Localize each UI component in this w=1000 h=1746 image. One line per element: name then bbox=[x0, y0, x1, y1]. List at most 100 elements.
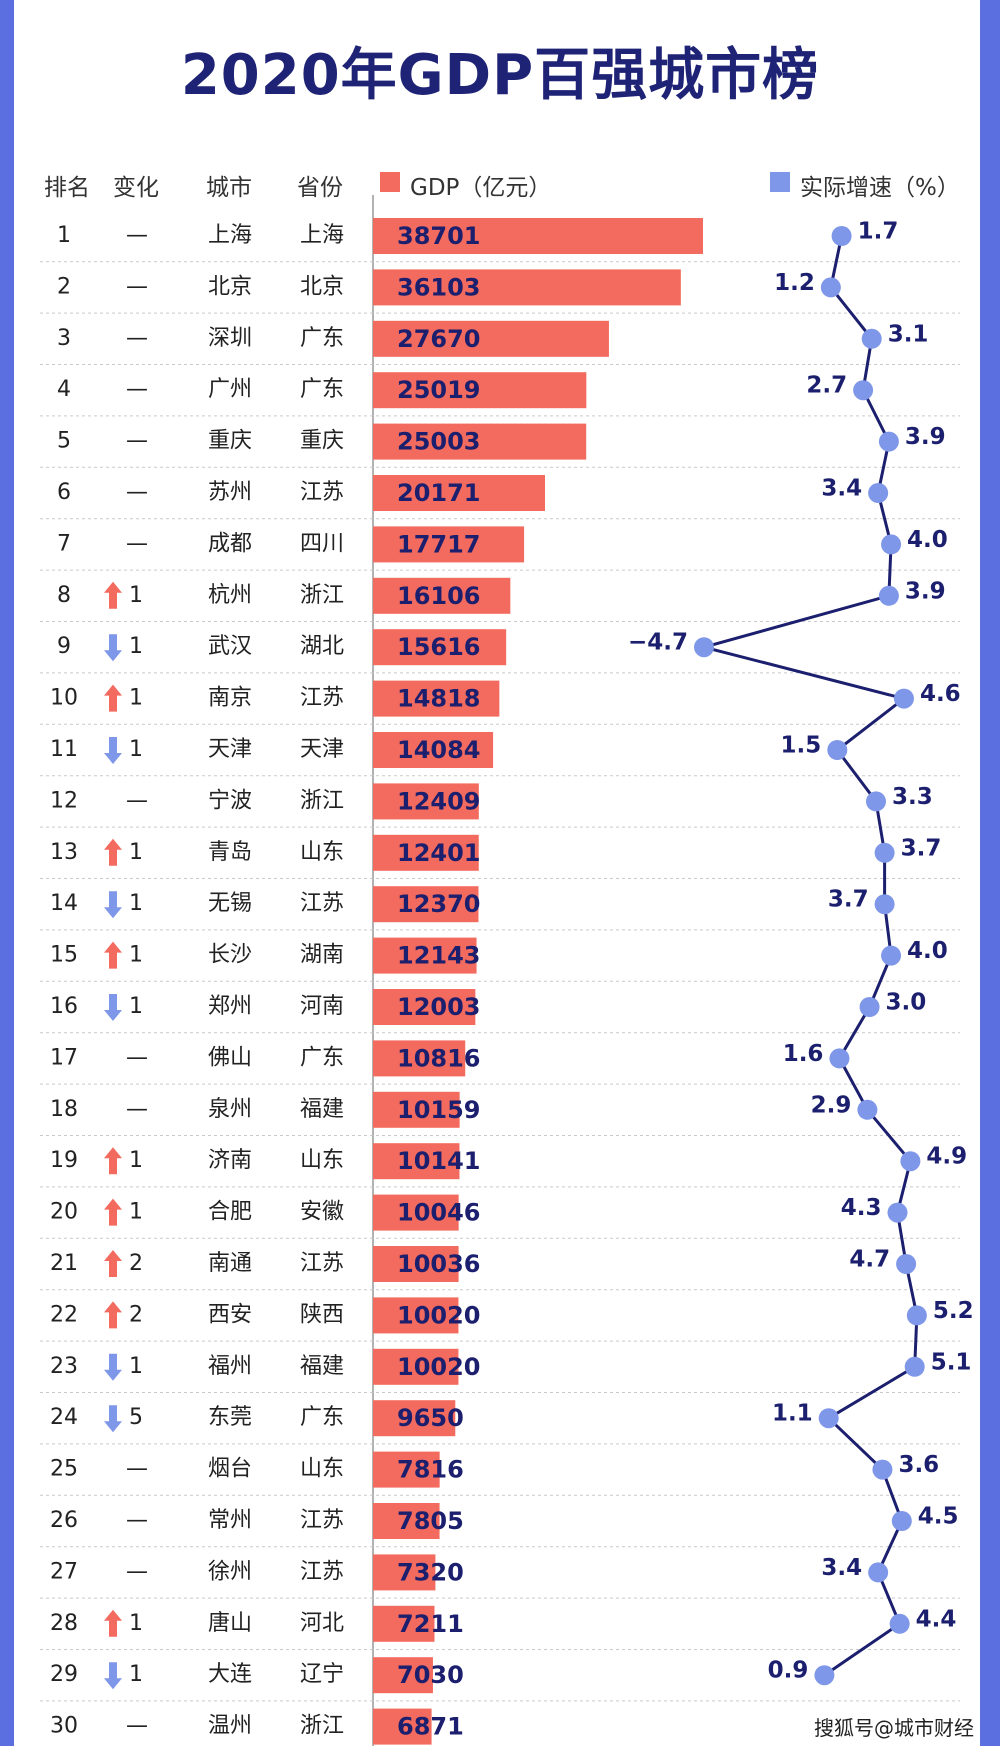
header-province: 省份 bbox=[297, 175, 343, 201]
change-dash: — bbox=[126, 429, 148, 454]
change-value: 1 bbox=[129, 1354, 143, 1379]
rank-cell: 8 bbox=[57, 583, 71, 608]
city-cell: 合肥 bbox=[208, 1200, 252, 1225]
growth-label: 4.5 bbox=[918, 1504, 959, 1530]
rank-cell: 18 bbox=[50, 1097, 78, 1122]
province-cell: 重庆 bbox=[300, 429, 344, 454]
gdp-value-label: 7211 bbox=[397, 1610, 464, 1638]
growth-point bbox=[891, 1511, 912, 1531]
change-value: 1 bbox=[129, 634, 143, 659]
growth-point bbox=[831, 226, 852, 246]
rank-cell: 26 bbox=[50, 1508, 78, 1533]
growth-label: 3.0 bbox=[886, 990, 927, 1016]
rank-cell: 16 bbox=[50, 994, 78, 1019]
growth-point bbox=[866, 791, 886, 812]
gdp-value-label: 16106 bbox=[397, 582, 481, 610]
change-value: 1 bbox=[129, 737, 143, 762]
growth-point bbox=[859, 997, 880, 1017]
gdp-value-label: 10036 bbox=[397, 1250, 481, 1278]
growth-point bbox=[818, 1408, 839, 1429]
rank-cell: 3 bbox=[57, 326, 71, 351]
arrow-down-icon bbox=[104, 994, 122, 1021]
city-cell: 南京 bbox=[208, 686, 252, 711]
rank-cell: 20 bbox=[50, 1200, 78, 1225]
city-cell: 青岛 bbox=[208, 840, 252, 865]
province-cell: 辽宁 bbox=[300, 1662, 344, 1687]
change-dash: — bbox=[126, 223, 148, 248]
city-cell: 武汉 bbox=[208, 634, 252, 659]
city-cell: 烟台 bbox=[208, 1457, 252, 1482]
growth-point bbox=[887, 1202, 908, 1223]
province-cell: 广东 bbox=[300, 326, 344, 351]
gdp-value-label: 10046 bbox=[397, 1199, 481, 1227]
arrow-up-icon bbox=[104, 1198, 122, 1226]
growth-point bbox=[900, 1151, 921, 1172]
city-cell: 西安 bbox=[208, 1302, 252, 1327]
growth-label: 4.0 bbox=[907, 938, 948, 964]
change-value: 1 bbox=[129, 1148, 143, 1173]
rank-cell: 15 bbox=[50, 943, 78, 968]
growth-point bbox=[820, 277, 841, 298]
change-value: 1 bbox=[129, 1611, 143, 1636]
city-cell: 郑州 bbox=[208, 994, 252, 1019]
city-cell: 杭州 bbox=[208, 583, 252, 608]
city-cell: 大连 bbox=[208, 1662, 252, 1687]
rank-cell: 27 bbox=[50, 1559, 78, 1584]
province-cell: 湖南 bbox=[300, 943, 344, 968]
gdp-bar bbox=[373, 1194, 459, 1231]
growth-label: 4.7 bbox=[849, 1247, 890, 1273]
growth-label: 3.9 bbox=[905, 424, 946, 450]
rank-cell: 12 bbox=[50, 788, 78, 813]
growth-label: 4.9 bbox=[926, 1144, 967, 1170]
province-cell: 江苏 bbox=[300, 480, 344, 505]
growth-point bbox=[861, 328, 882, 349]
gdp-bar bbox=[373, 680, 500, 717]
city-cell: 常州 bbox=[208, 1508, 252, 1533]
change-value: 2 bbox=[129, 1302, 143, 1327]
growth-point bbox=[878, 431, 899, 452]
gdp-bar bbox=[373, 1708, 432, 1745]
change-value: 2 bbox=[129, 1251, 143, 1276]
city-cell: 天津 bbox=[208, 737, 252, 762]
growth-point bbox=[868, 1562, 889, 1583]
city-cell: 福州 bbox=[208, 1354, 252, 1379]
gdp-value-label: 15616 bbox=[397, 633, 481, 661]
arrow-up-icon bbox=[104, 581, 122, 609]
arrow-down-icon bbox=[104, 891, 122, 919]
gdp-value-label: 7030 bbox=[397, 1661, 464, 1689]
city-cell: 深圳 bbox=[208, 326, 252, 351]
gdp-value-label: 10141 bbox=[397, 1147, 481, 1175]
growth-label: −4.7 bbox=[628, 630, 688, 656]
growth-point bbox=[829, 1048, 850, 1069]
province-cell: 河北 bbox=[300, 1611, 344, 1636]
growth-point bbox=[857, 1099, 878, 1120]
gdp-bar bbox=[373, 577, 511, 614]
city-cell: 无锡 bbox=[208, 891, 252, 916]
city-cell: 北京 bbox=[208, 274, 252, 299]
rank-cell: 21 bbox=[50, 1251, 78, 1276]
gdp-bar bbox=[373, 218, 703, 254]
change-value: 1 bbox=[129, 1662, 143, 1687]
gdp-bar bbox=[373, 1297, 459, 1334]
city-cell: 东莞 bbox=[208, 1405, 252, 1430]
gdp-bar bbox=[373, 372, 587, 409]
gdp-value-label: 14818 bbox=[397, 685, 481, 713]
growth-label: 1.2 bbox=[774, 270, 815, 296]
city-cell: 徐州 bbox=[208, 1559, 252, 1584]
change-dash: — bbox=[126, 1508, 148, 1533]
growth-label: 1.5 bbox=[781, 733, 822, 759]
province-cell: 山东 bbox=[300, 1457, 344, 1482]
gdp-bar bbox=[373, 1091, 460, 1128]
growth-label: 2.7 bbox=[806, 373, 847, 399]
growth-point bbox=[881, 534, 902, 555]
growth-label: 1.7 bbox=[858, 219, 899, 245]
gdp-bar bbox=[373, 1400, 456, 1437]
gdp-bar bbox=[373, 526, 525, 563]
growth-point bbox=[874, 842, 895, 863]
arrow-down-icon bbox=[104, 737, 122, 764]
growth-label: 2.9 bbox=[811, 1092, 852, 1118]
gdp-bar bbox=[373, 1657, 433, 1694]
arrow-up-icon bbox=[104, 1147, 122, 1175]
arrow-up-icon bbox=[104, 941, 122, 969]
